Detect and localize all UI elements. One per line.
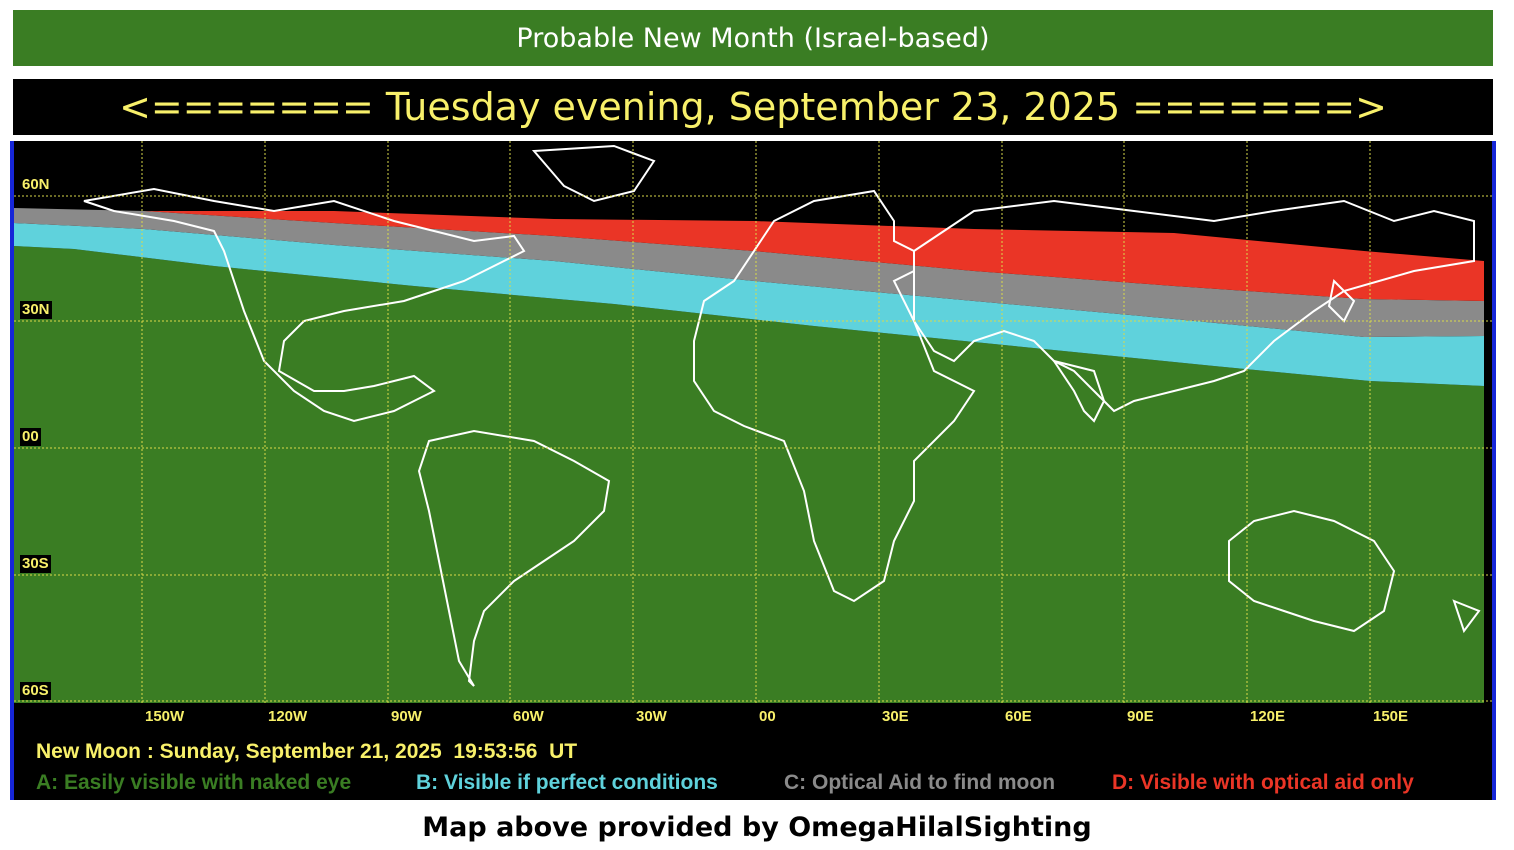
lon-label-150w: 150W [145,708,185,725]
lat-label-60s: 60S [20,682,51,700]
zone-a-region [14,246,1484,703]
map-canvas [14,141,1492,800]
lon-label-90e: 90E [1127,708,1154,725]
lat-label-30n: 30N [20,301,52,319]
lon-label-150e: 150E [1373,708,1409,725]
zone-b-region [14,223,1484,386]
map-credit: Map above provided by OmegaHilalSighting [422,812,1092,843]
new-moon-info: New Moon : Sunday, September 21, 2025 19… [36,740,578,763]
legend-zone-b: B: Visible if perfect conditions [416,771,718,794]
coastline-outlines [83,144,1481,687]
lat-label-00: 00 [20,428,41,446]
page-title: Probable New Month (Israel-based) [516,22,990,54]
legend-zone-a: A: Easily visible with naked eye [36,771,352,794]
lon-label-30e: 30E [882,708,909,725]
graticule [14,141,1492,703]
zone-c-region [14,208,1484,337]
lon-label-90w: 90W [391,708,422,725]
lon-label-60w: 60W [513,708,544,725]
lon-label-60e: 60E [1005,708,1032,725]
legend-zone-d: D: Visible with optical aid only [1112,771,1414,794]
lon-label-00: 00 [759,708,776,725]
date-banner-text: <======= Tuesday evening, September 23, … [119,85,1387,129]
lon-label-30w: 30W [636,708,667,725]
zone-d-region [144,211,1484,301]
lat-label-30s: 30S [20,555,51,573]
visibility-map: 60N 30N 00 30S 60S 150W 120W 90W 60W 30W… [10,141,1496,800]
legend-zone-c: C: Optical Aid to find moon [784,771,1056,794]
lon-label-120w: 120W [268,708,308,725]
lon-label-120e: 120E [1250,708,1286,725]
title-banner: Probable New Month (Israel-based) [13,10,1493,66]
date-banner: <======= Tuesday evening, September 23, … [13,79,1493,135]
lat-label-60n: 60N [20,176,52,194]
